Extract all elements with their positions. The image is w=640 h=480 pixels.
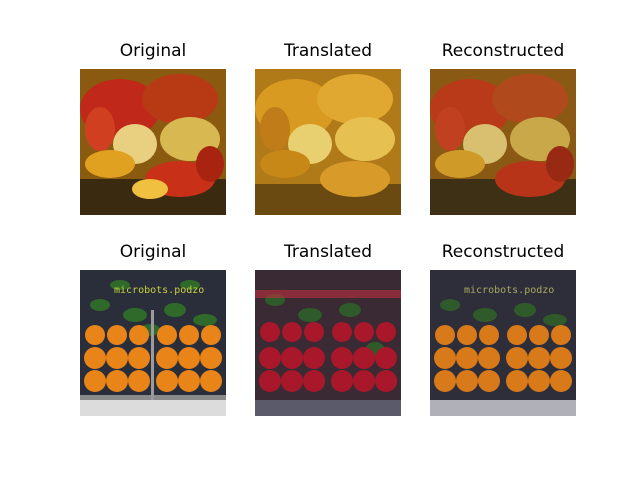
panel-title: Translated	[284, 242, 372, 262]
watermark-text: microbots.podzo	[114, 285, 204, 296]
panel-title: Translated	[284, 41, 372, 61]
panel-title: Reconstructed	[441, 41, 565, 61]
image-translated-apples	[255, 270, 401, 416]
watermark-text: microbots.podzo	[464, 285, 554, 296]
image-translated-food	[255, 69, 401, 215]
image-original-oranges: microbots.podzo	[80, 270, 226, 416]
panel-title: Reconstructed	[441, 242, 565, 262]
panel-title: Original	[119, 41, 187, 61]
image-reconstructed-oranges: microbots.podzo	[430, 270, 576, 416]
image-original-food	[80, 69, 226, 215]
image-reconstructed-food	[430, 69, 576, 215]
panel-title: Original	[119, 242, 187, 262]
